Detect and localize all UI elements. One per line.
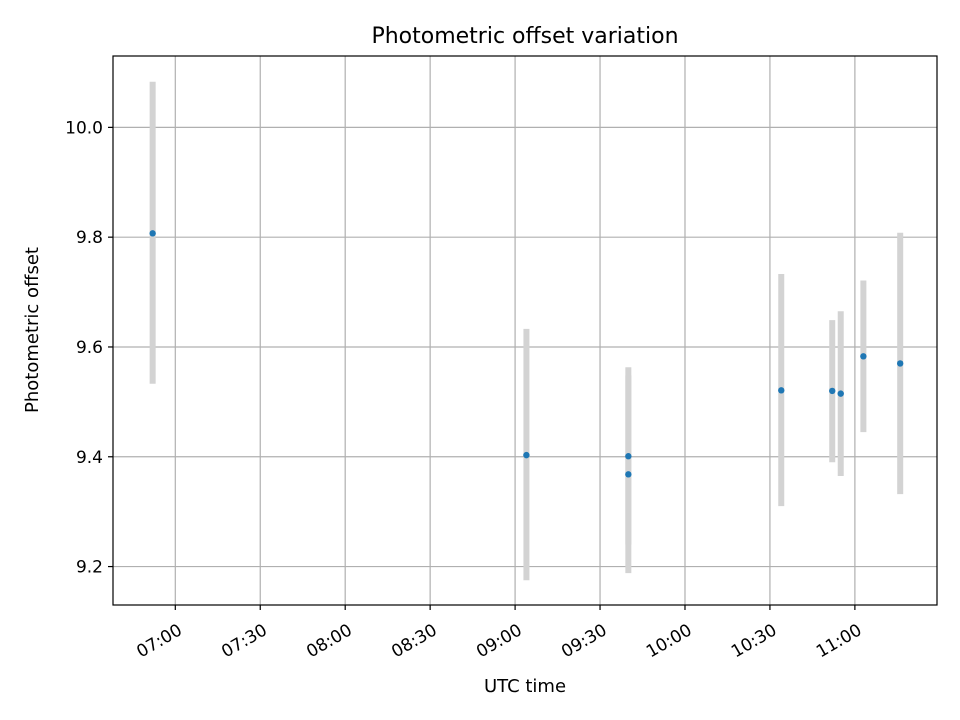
data-point: [149, 230, 156, 237]
y-tick-label: 9.4: [76, 448, 103, 468]
data-points: [149, 230, 904, 478]
y-tick-label: 9.2: [76, 558, 103, 578]
y-axis-label: Photometric offset: [22, 247, 43, 413]
chart-title: Photometric offset variation: [371, 24, 678, 49]
data-point: [625, 453, 632, 460]
data-point: [837, 390, 844, 397]
grid: [113, 56, 937, 605]
data-point: [829, 387, 836, 395]
plot-frame: [112, 55, 938, 606]
y-tick-label: 9.6: [76, 338, 103, 358]
data-point: [523, 451, 530, 459]
data-point: [625, 471, 632, 478]
y-tick-label: 9.8: [76, 228, 103, 248]
data-point: [860, 353, 867, 360]
x-axis-label: UTC time: [484, 676, 566, 697]
y-tick-label: 10.0: [65, 118, 103, 138]
data-point: [896, 360, 904, 367]
data-point: [778, 387, 785, 394]
